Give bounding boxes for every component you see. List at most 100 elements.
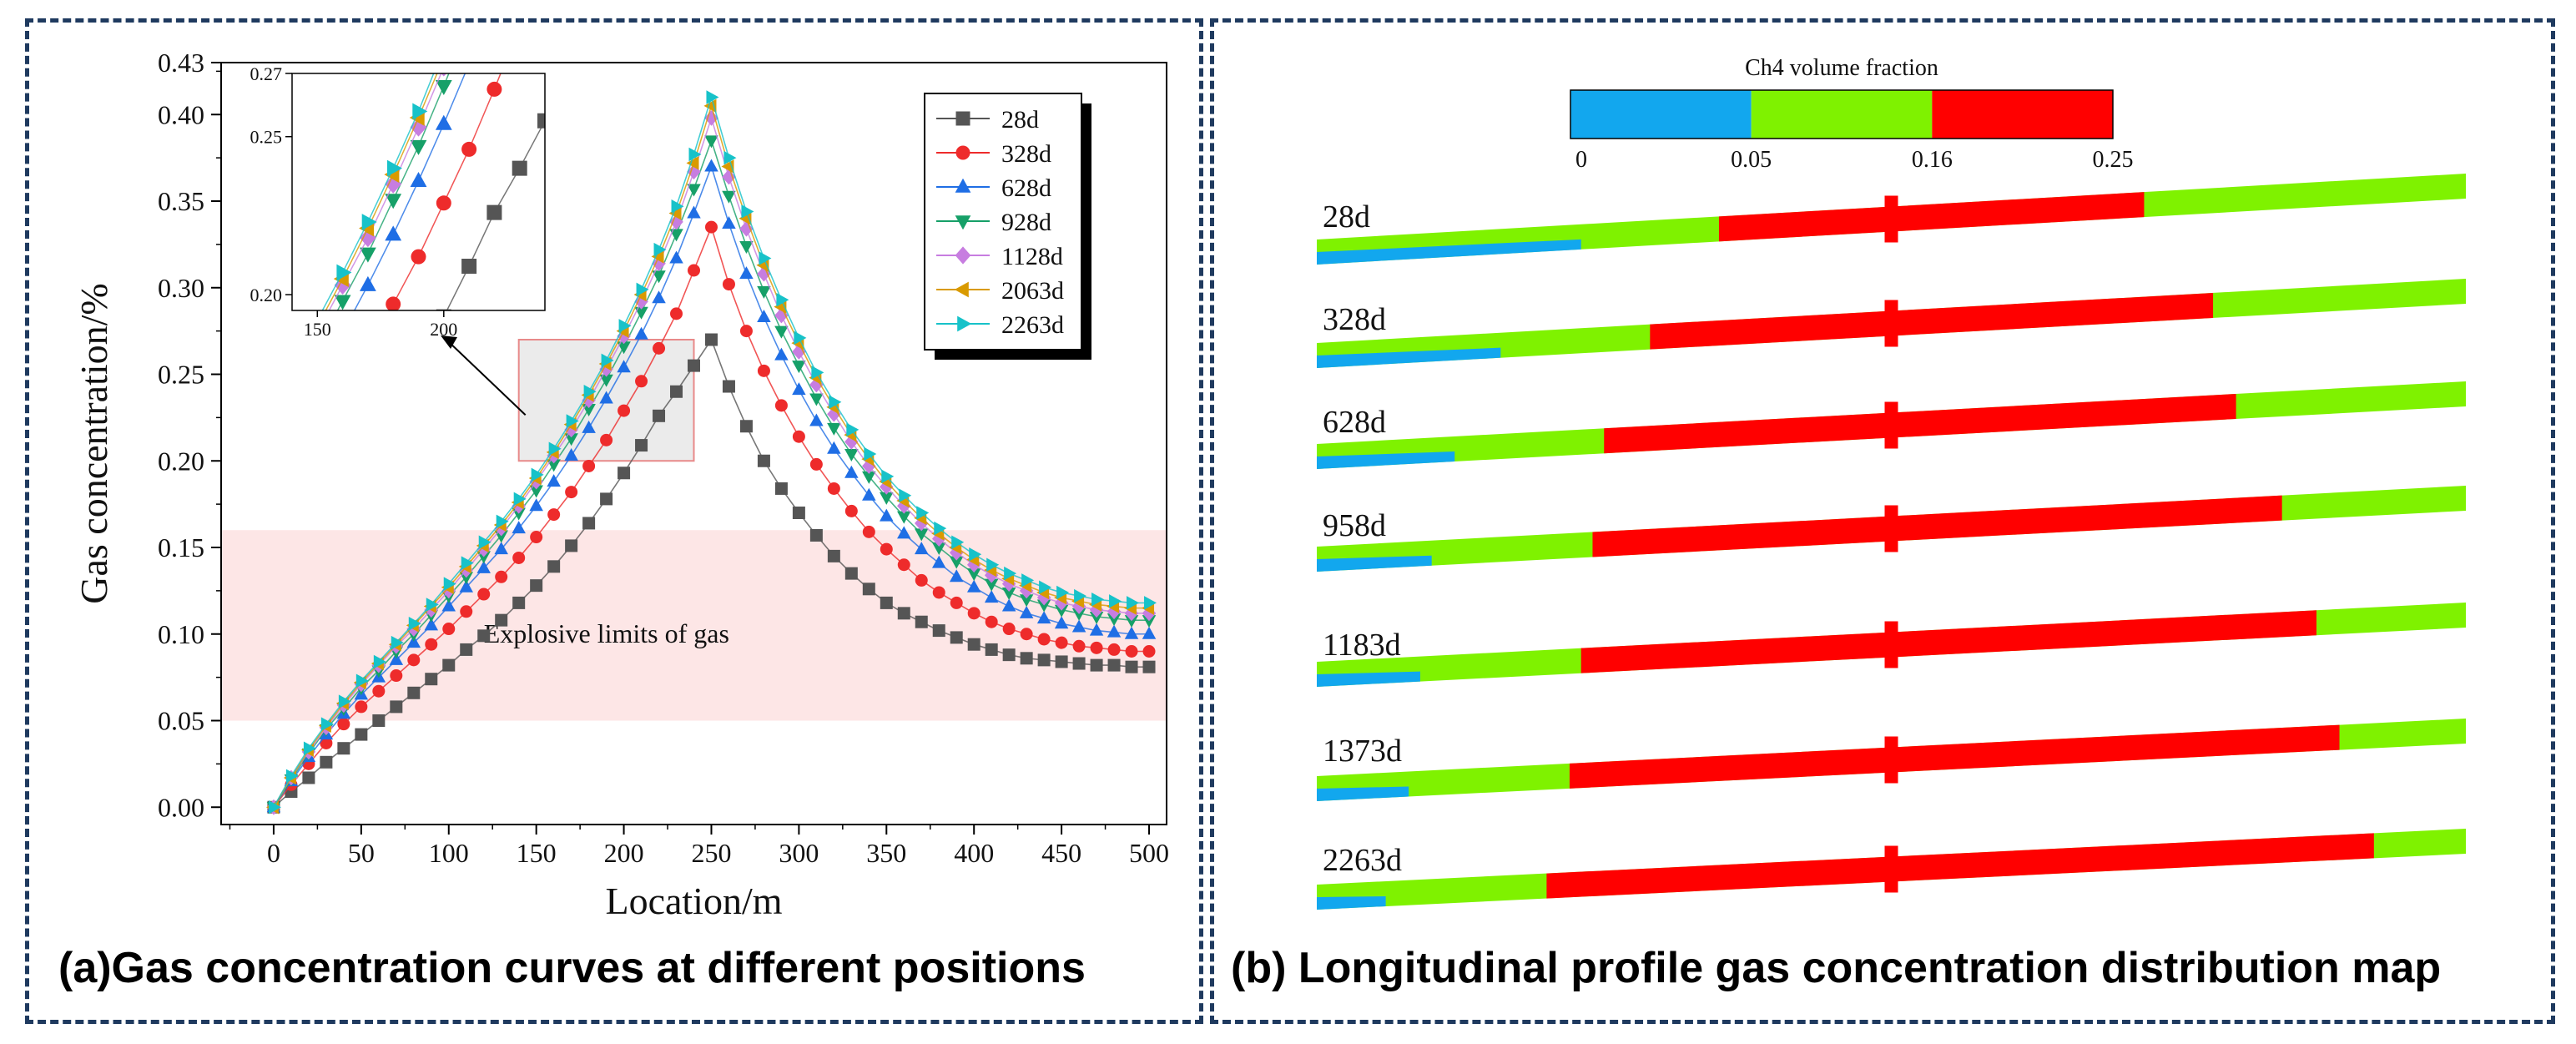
inset-frame (291, 73, 546, 311)
data-point (792, 430, 805, 443)
data-point (443, 577, 456, 591)
inset-point (309, 342, 325, 357)
data-point (1037, 653, 1051, 667)
inset-point (436, 195, 451, 211)
data-point (704, 110, 718, 126)
data-point (864, 446, 877, 461)
data-point (670, 307, 683, 320)
data-point (1107, 658, 1121, 672)
data-point (531, 467, 544, 482)
data-point (794, 330, 807, 345)
data-point (651, 250, 664, 264)
legend-label: 928d (1001, 209, 1051, 236)
data-point (1142, 626, 1157, 639)
inset-point (441, 73, 447, 77)
data-point (1107, 624, 1122, 638)
inset-point (435, 114, 452, 130)
data-point (634, 326, 648, 340)
data-point (704, 135, 718, 149)
data-point (565, 539, 578, 552)
y-tick-label: 0.40 (158, 99, 204, 129)
data-point (949, 556, 964, 569)
x-tick-label: 0 (267, 838, 280, 868)
data-point (950, 631, 963, 644)
panel-a-caption: (a)Gas concentration curves at different… (58, 944, 1086, 992)
inset-series-group (309, 17, 545, 357)
legend-marker (955, 145, 970, 160)
data-point (478, 535, 492, 550)
data-point (880, 542, 893, 556)
legend-label: 28d (1001, 106, 1039, 134)
data-point (460, 643, 473, 656)
data-point (407, 653, 421, 667)
profile-bar-red (1546, 833, 2374, 899)
data-point (1036, 599, 1051, 613)
data-point (529, 498, 543, 512)
data-point (1001, 598, 1016, 612)
colorbar-title: Ch4 volume fraction (1745, 55, 1938, 81)
data-point (774, 482, 788, 495)
data-point (477, 588, 491, 601)
data-point (915, 528, 929, 542)
data-point (564, 433, 578, 446)
inset-point (410, 118, 427, 137)
inset-point (486, 204, 502, 220)
gas-concentration-chart: Explosive limits of gas 0 50 100 150 200 250 30… (73, 17, 1169, 922)
profile-bar-red (1604, 394, 2236, 454)
legend-label: 328d (1001, 140, 1051, 168)
data-point (495, 613, 508, 627)
data-point (739, 325, 753, 338)
y-tick-label: 0.05 (158, 706, 204, 736)
inset-point (335, 324, 351, 339)
profile-center-marker (1884, 300, 1898, 347)
series-328d (267, 220, 1156, 814)
data-point (1074, 588, 1087, 603)
profile-label: 28d (1323, 199, 1370, 235)
data-point (880, 508, 894, 522)
data-point (1124, 615, 1139, 628)
inset-point (461, 17, 477, 32)
data-point (652, 290, 666, 304)
y-tick-label: 0.25 (158, 360, 204, 390)
data-point (739, 220, 754, 237)
legend-label: 2063d (1001, 277, 1064, 305)
data-point (774, 399, 788, 412)
x-tick-label: 100 (429, 838, 469, 868)
data-point (897, 558, 910, 572)
data-point (1004, 566, 1017, 581)
data-point (827, 549, 840, 562)
data-point (776, 293, 789, 307)
data-point (302, 771, 315, 784)
data-point (1071, 619, 1086, 633)
data-point (739, 240, 754, 254)
data-point (862, 471, 876, 484)
legend-label: 1128d (1001, 243, 1063, 270)
data-point (688, 264, 700, 277)
data-point (601, 353, 614, 368)
data-point (687, 184, 701, 197)
inset-point (438, 40, 453, 57)
data-point (390, 669, 403, 683)
profile-label: 1373d (1323, 734, 1402, 769)
data-point (844, 567, 858, 580)
data-point (880, 596, 893, 609)
data-point (1107, 643, 1121, 656)
data-point (548, 441, 562, 456)
data-point (915, 615, 928, 628)
inset-point (461, 141, 477, 157)
data-point (899, 488, 912, 502)
data-point (862, 487, 876, 501)
data-point (668, 206, 682, 220)
y-tick-label: 0.10 (158, 619, 204, 649)
data-point (774, 347, 789, 361)
data-point (599, 374, 613, 387)
data-point (950, 596, 963, 609)
profile-bar-red (1650, 292, 2214, 350)
inset-point (537, 113, 545, 129)
data-point (1002, 648, 1016, 662)
data-point (897, 511, 911, 524)
inset-point (334, 295, 351, 310)
profile-center-marker (1884, 845, 1898, 893)
x-tick-label: 250 (691, 838, 731, 868)
data-point (1125, 660, 1138, 673)
